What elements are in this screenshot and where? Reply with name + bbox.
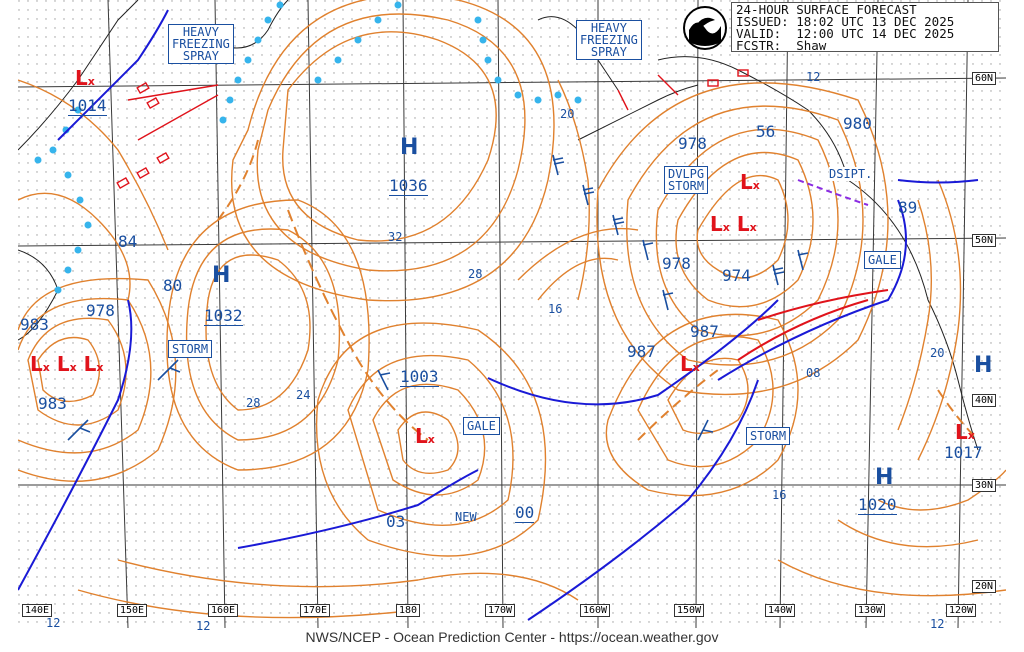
footer-credit: NWS/NCEP - Ocean Prediction Center - htt… (305, 629, 719, 645)
warning-heavy-freezing-spray: HEAVY FREEZING SPRAY (168, 24, 234, 64)
isobar-label: 80 (163, 276, 183, 295)
warning-heavy-freezing-spray: HEAVY FREEZING SPRAY (576, 20, 642, 60)
lon-label: 170W (485, 604, 516, 617)
isobar-label: 89 (898, 198, 918, 217)
high-center: H (875, 465, 894, 490)
low-pressure-label: 987 (690, 322, 719, 341)
low-pressure-label: 978 (86, 301, 115, 320)
isobars (17, 0, 1007, 619)
isobar-label: 12 (196, 619, 211, 633)
isobar-label: 84 (118, 232, 138, 251)
lon-label: 160W (580, 604, 611, 617)
isobar-label: 28 (246, 396, 261, 410)
lat-label: 40N (972, 394, 997, 407)
lon-label: 160E (208, 604, 239, 617)
low-center-symbol: Lx Lx Lx (30, 352, 104, 376)
lon-label: 170E (300, 604, 331, 617)
lon-label: 130W (855, 604, 886, 617)
low-pressure-label: 987 (627, 342, 656, 361)
low-center-symbol: Lx (680, 352, 700, 376)
low-pressure-label: 1003 (400, 367, 439, 387)
isobar-label: 03 (386, 512, 406, 531)
low-pressure-label: 978 (678, 134, 707, 153)
high-center: H (974, 353, 993, 378)
isobar-label: 08 (806, 366, 821, 380)
wind-barbs (67, 154, 809, 441)
low-center-symbol: Lx (955, 420, 975, 444)
warning-storm: STORM (168, 340, 213, 358)
warning-storm: STORM (746, 427, 791, 445)
forecast-header: 24-HOUR SURFACE FORECAST ISSUED: 18:02 U… (731, 2, 999, 52)
lon-label: 180 (396, 604, 421, 617)
spray-symbols (116, 69, 749, 190)
warning-gale: GALE (463, 417, 500, 435)
lat-label: 30N (972, 479, 997, 492)
low-pressure-label: 983 (38, 394, 67, 413)
high-pressure-label: 1020 (858, 495, 897, 515)
ice-edge (34, 1, 582, 294)
isobar-label: 12 (930, 617, 945, 631)
isobar-label: 12 (806, 70, 821, 84)
isobar-label: 20 (560, 107, 575, 121)
high-pressure-label: 1032 (204, 306, 243, 326)
lat-label: 60N (972, 72, 997, 85)
low-pressure-label: 978 (662, 254, 691, 273)
low-pressure-label: 1014 (68, 96, 107, 116)
isobar-label: 12 (46, 616, 61, 630)
isobar-label: 32 (388, 230, 403, 244)
low-center-symbol: Lx (415, 424, 435, 448)
isobar-label: 20 (930, 346, 945, 360)
weather-map (17, 0, 1007, 629)
header-valid: VALID: 12:00 UTC 14 DEC 2025 (736, 26, 955, 41)
header-forecaster: FCSTR: Shaw (736, 38, 827, 53)
low-center-symbol: Lx (75, 66, 95, 90)
graticule (17, 0, 1007, 629)
header-issued: ISSUED: 18:02 UTC 13 DEC 2025 (736, 14, 955, 29)
lat-label: 20N (972, 580, 997, 593)
warning-gale: GALE (864, 251, 901, 269)
lon-label: 120W (946, 604, 977, 617)
noaa-logo (683, 6, 727, 50)
isobar-label: 16 (772, 488, 787, 502)
low-pressure-label: 980 (843, 114, 872, 133)
lon-label: 140E (22, 604, 53, 617)
high-center: H (400, 135, 419, 160)
isobar-label: 28 (468, 267, 483, 281)
header-title: 24-HOUR SURFACE FORECAST (736, 2, 917, 17)
isobar-label: 16 (548, 302, 563, 316)
low-center-symbol: Lx (740, 170, 760, 194)
warning-developing-storm: DVLPG STORM (664, 166, 709, 194)
lon-label: 140W (765, 604, 796, 617)
isobar-label: 24 (296, 388, 311, 402)
low-pressure-label: 974 (722, 266, 751, 285)
lon-label: 150W (674, 604, 705, 617)
label-new: NEW (455, 510, 477, 524)
high-center: H (212, 263, 231, 288)
label-dissipating: DSIPT. (829, 167, 873, 181)
isobar-label: 00 (515, 503, 535, 523)
isobar-label: 56 (756, 122, 776, 141)
low-pressure-label: 1017 (944, 443, 983, 462)
lon-label: 150E (117, 604, 148, 617)
low-center-symbol: Lx Lx (710, 212, 757, 236)
lat-label: 50N (972, 234, 997, 247)
high-pressure-label: 1036 (389, 176, 428, 196)
fronts (17, 9, 979, 621)
low-pressure-label: 983 (20, 315, 49, 334)
